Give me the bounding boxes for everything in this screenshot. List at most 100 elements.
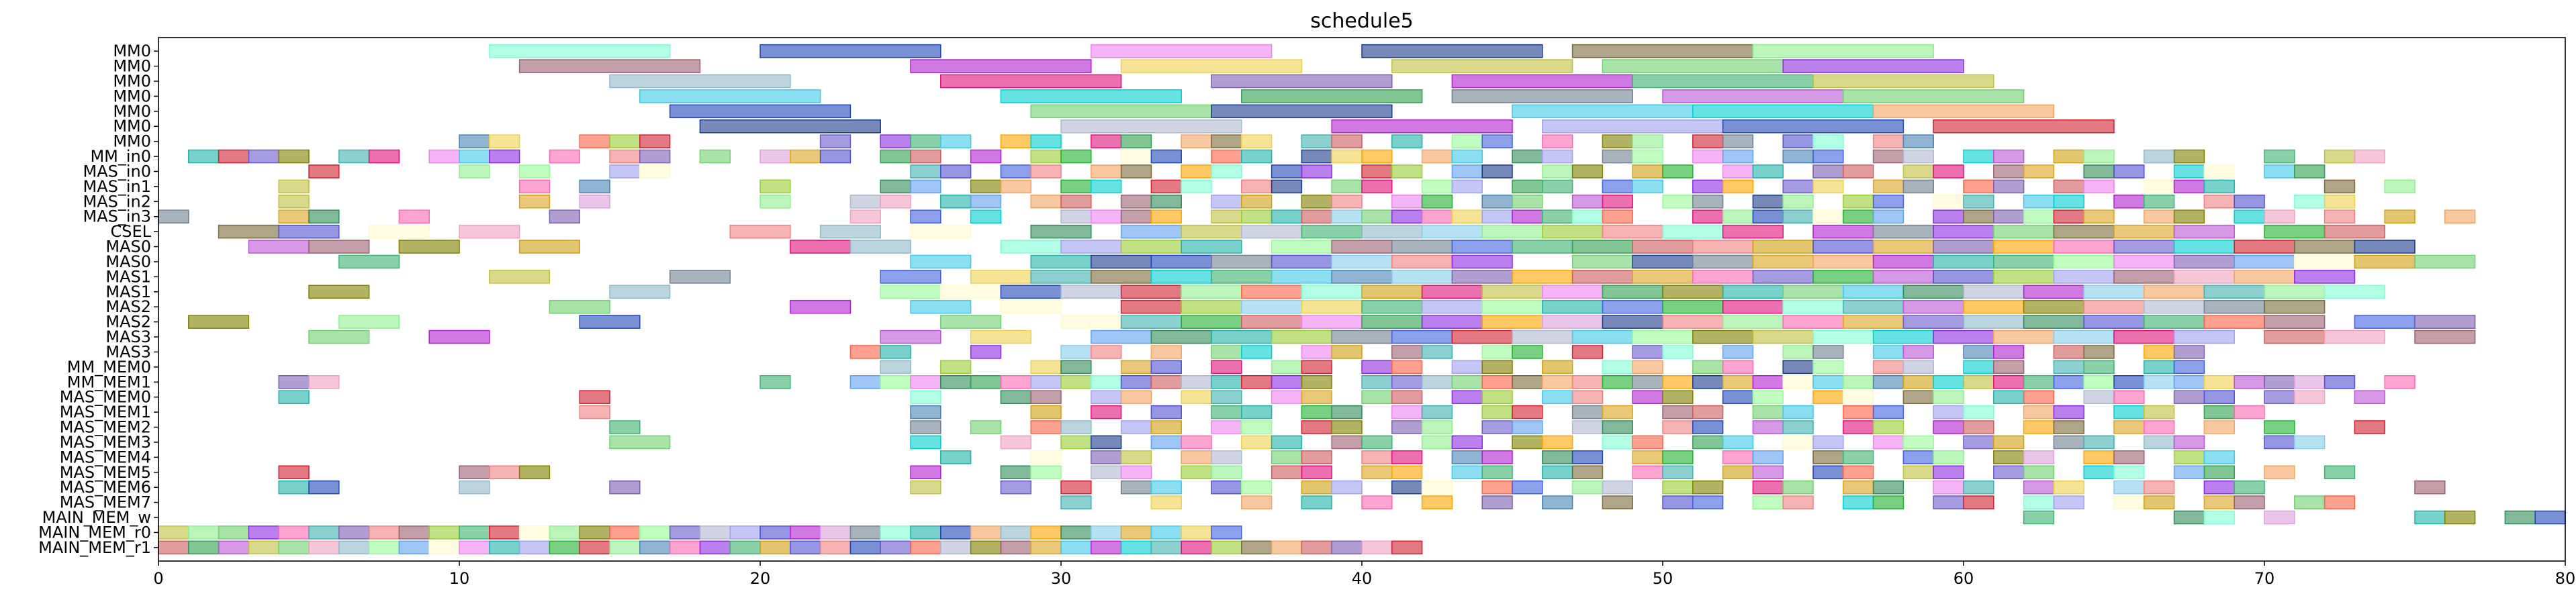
- task-bar: [2053, 435, 2084, 450]
- task-bar: [2023, 375, 2055, 389]
- task-bar: [1361, 375, 1393, 389]
- task-bar: [1812, 179, 1844, 194]
- task-bar: [459, 465, 490, 480]
- task-bar: [1421, 405, 1453, 419]
- task-bar: [2203, 179, 2235, 194]
- task-bar: [1120, 195, 1152, 209]
- task-bar: [2023, 390, 2055, 404]
- task-bar: [2234, 209, 2265, 223]
- task-bar: [1361, 44, 1543, 58]
- task-bar: [1542, 119, 1724, 134]
- task-bar: [1662, 390, 1694, 404]
- task-bar: [1481, 375, 1513, 389]
- task-bar: [1361, 450, 1393, 464]
- task-bar: [398, 240, 460, 254]
- task-bar: [1571, 465, 1604, 480]
- task-bar: [1241, 89, 1423, 103]
- y-tick-label: MM_MEM1: [67, 372, 151, 391]
- task-bar: [1091, 375, 1122, 389]
- task-bar: [1872, 435, 1904, 450]
- task-bar: [1782, 195, 1814, 209]
- task-bar: [880, 179, 911, 194]
- task-bar: [188, 149, 220, 164]
- task-bar: [1843, 495, 1874, 509]
- task-bar: [1361, 149, 1393, 164]
- task-bar: [2053, 360, 2084, 374]
- task-bar: [1782, 345, 1814, 359]
- task-bar: [2113, 254, 2175, 269]
- task-bar: [2234, 195, 2265, 209]
- task-bar: [1963, 285, 2025, 299]
- task-bar: [2113, 270, 2175, 284]
- task-bar: [1060, 375, 1092, 389]
- task-bar: [2203, 164, 2235, 179]
- task-bar: [1271, 240, 1332, 254]
- task-bar: [880, 149, 911, 164]
- task-bar: [1060, 119, 1242, 134]
- task-bar: [188, 525, 220, 540]
- task-bar: [790, 149, 821, 164]
- task-bar: [1120, 224, 1182, 239]
- task-bar: [1391, 405, 1423, 419]
- task-bar: [1301, 149, 1332, 164]
- task-bar: [669, 270, 731, 284]
- task-bar: [2294, 254, 2356, 269]
- task-bar: [1782, 315, 1844, 329]
- task-bar: [1120, 360, 1152, 374]
- task-bar: [308, 164, 340, 179]
- x-tick-label: 50: [1653, 569, 1673, 588]
- task-bar: [1512, 240, 1573, 254]
- task-bar: [1091, 345, 1122, 359]
- task-bar: [1241, 345, 1273, 359]
- task-bar: [1602, 360, 1633, 374]
- task-bar: [1271, 254, 1332, 269]
- task-bar: [2113, 465, 2145, 480]
- task-bar: [1271, 330, 1332, 344]
- task-bar: [1963, 420, 1994, 434]
- task-bar: [1872, 240, 1934, 254]
- task-bar: [1331, 540, 1363, 555]
- task-bar: [1542, 134, 1573, 148]
- task-bar: [880, 360, 911, 374]
- task-bar: [940, 450, 972, 464]
- task-bar: [1241, 285, 1303, 299]
- task-bar: [2144, 209, 2175, 223]
- task-bar: [248, 240, 310, 254]
- task-bar: [489, 465, 520, 480]
- task-bar: [609, 149, 641, 164]
- task-bar: [2294, 435, 2326, 450]
- task-bar: [1752, 44, 1934, 58]
- task-bar: [1782, 179, 1814, 194]
- task-bar: [1632, 270, 1694, 284]
- task-bar: [368, 149, 400, 164]
- task-bar: [1872, 149, 1904, 164]
- task-bar: [1542, 360, 1573, 374]
- task-bar: [1451, 270, 1513, 284]
- task-bar: [1722, 345, 1754, 359]
- task-bar: [1933, 450, 1964, 464]
- task-bar: [1692, 240, 1754, 254]
- task-bar: [2414, 480, 2446, 495]
- task-bar: [1872, 224, 1934, 239]
- task-bar: [489, 134, 520, 148]
- task-bar: [278, 465, 310, 480]
- task-bar: [2324, 465, 2356, 480]
- task-bar: [1662, 315, 1724, 329]
- task-bar: [1030, 254, 1092, 269]
- task-bar: [1872, 254, 1934, 269]
- task-bar: [1030, 465, 1062, 480]
- task-bar: [1000, 164, 1031, 179]
- task-bar: [2144, 360, 2175, 374]
- task-bar: [2354, 149, 2385, 164]
- task-bar: [1361, 540, 1393, 555]
- task-bar: [1301, 420, 1332, 434]
- task-bar: [1662, 450, 1694, 464]
- task-bar: [1902, 450, 1934, 464]
- task-bar: [1150, 149, 1182, 164]
- task-bar: [2264, 149, 2295, 164]
- task-bar: [1181, 240, 1242, 254]
- task-bar: [1451, 209, 1483, 223]
- task-bar: [669, 104, 852, 119]
- task-bar: [1993, 465, 2025, 480]
- task-bar: [940, 540, 972, 555]
